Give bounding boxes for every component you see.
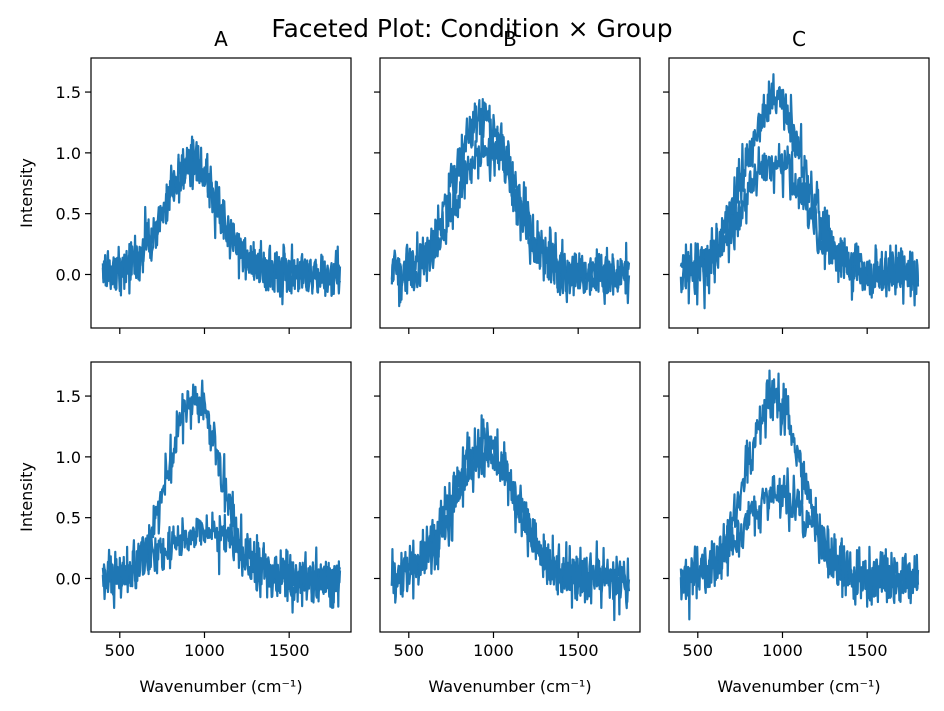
series-line xyxy=(101,143,342,296)
y-tick-label: 1.5 xyxy=(56,83,81,102)
x-axis-label: Wavenumber (cm⁻¹) xyxy=(139,677,302,696)
panel-frame xyxy=(668,57,930,329)
series-line xyxy=(101,379,342,614)
column-title-b: B xyxy=(503,27,517,51)
y-axis-label: Intensity xyxy=(17,158,36,228)
x-axis-label: Wavenumber (cm⁻¹) xyxy=(428,677,591,696)
series-line xyxy=(390,427,631,616)
series-line xyxy=(101,511,342,609)
y-tick-label: 0.5 xyxy=(56,509,81,528)
series-line xyxy=(679,142,920,310)
panel-frame xyxy=(379,57,641,329)
x-tick-label: 500 xyxy=(683,641,714,660)
y-tick-label: 1.0 xyxy=(56,448,81,467)
x-tick-label: 500 xyxy=(394,641,425,660)
panel-c-row-1: C xyxy=(663,27,930,334)
panel-b-row-2: 500 1000 1500 Wavenumber (cm⁻¹) xyxy=(374,361,641,696)
x-tick-label: 1500 xyxy=(269,641,310,660)
x-tick-label: 500 xyxy=(105,641,136,660)
x-tick-label: 1500 xyxy=(558,641,599,660)
column-title-a: A xyxy=(214,27,228,51)
y-axis-label: Intensity xyxy=(17,462,36,532)
series-line xyxy=(679,73,920,307)
panel-frame xyxy=(668,361,930,633)
panel-a-row-2: 0.0 0.5 1.0 1.5 500 1000 1500 Intensity Wavenumb… xyxy=(17,361,352,696)
panels-layer: 0.0 0.5 1.0 1.5 A Intensity B C 0.0 0.5 1.0 1.5 500 1… xyxy=(17,27,930,696)
figure-title: Faceted Plot: Condition × Group xyxy=(271,14,672,43)
panel-frame xyxy=(90,57,352,329)
y-tick-label: 1.0 xyxy=(56,144,81,163)
y-tick-label: 0.5 xyxy=(56,205,81,224)
series-line xyxy=(390,114,631,308)
y-tick-label: 0.0 xyxy=(56,569,81,588)
x-tick-label: 1000 xyxy=(473,641,514,660)
panel-c-row-2: 500 1000 1500 Wavenumber (cm⁻¹) xyxy=(663,361,930,696)
x-axis-label: Wavenumber (cm⁻¹) xyxy=(717,677,880,696)
x-tick-label: 1000 xyxy=(762,641,803,660)
panel-frame xyxy=(379,361,641,633)
panel-frame xyxy=(90,361,352,633)
panel-a-row-1: 0.0 0.5 1.0 1.5 A Intensity xyxy=(17,27,352,334)
x-tick-label: 1000 xyxy=(184,641,225,660)
y-tick-label: 1.5 xyxy=(56,387,81,406)
y-tick-label: 0.0 xyxy=(56,265,81,284)
x-tick-label: 1500 xyxy=(847,641,888,660)
panel-b-row-1: B xyxy=(374,27,641,334)
series-line xyxy=(679,467,920,621)
column-title-c: C xyxy=(792,27,806,51)
